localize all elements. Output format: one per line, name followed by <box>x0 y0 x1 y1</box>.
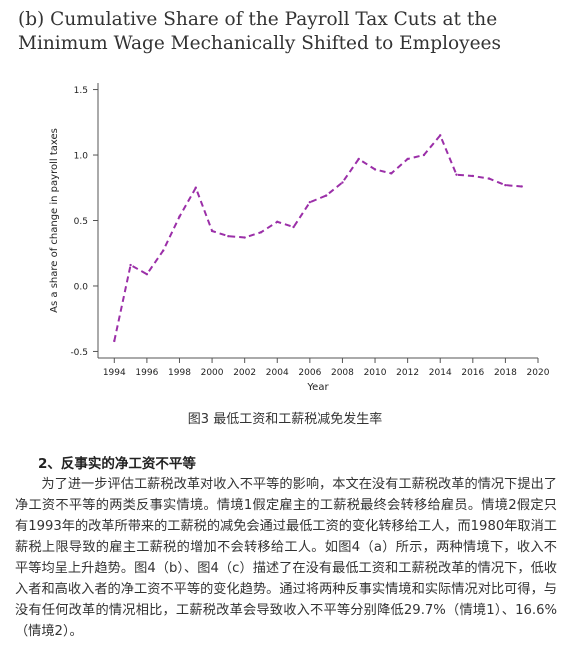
data-point <box>504 183 507 187</box>
y-tick-label: 1.0 <box>74 152 89 162</box>
data-point <box>243 236 246 239</box>
x-tick-label: 1998 <box>168 368 191 378</box>
data-point <box>113 339 116 343</box>
x-tick-label: 2002 <box>233 368 256 378</box>
data-point <box>487 177 491 180</box>
data-point <box>161 249 165 252</box>
x-tick-label: 2020 <box>527 368 550 378</box>
data-point <box>227 235 230 238</box>
x-tick-label: 2006 <box>298 368 321 378</box>
y-axis-title: As a share of change in payroll taxes <box>49 128 60 313</box>
chart-axes: -0.5 0.0 0.5 1.0 1.5 1994 1996 1998 2000 2002 2004… <box>49 83 550 393</box>
data-point <box>324 194 328 197</box>
x-tick-label: 2018 <box>494 368 517 378</box>
x-axis-title: Year <box>306 382 329 393</box>
x-tick-label: 2004 <box>266 368 289 378</box>
data-point <box>471 174 475 178</box>
x-tick-label: 2012 <box>396 368 419 378</box>
y-tick-label: 0.0 <box>74 282 89 292</box>
figure-caption: 图3 最低工资和工薪税减免发生率 <box>187 412 383 427</box>
data-point <box>210 229 214 233</box>
x-tick-label: 1996 <box>135 368 158 378</box>
x-tick-label: 2000 <box>201 368 224 378</box>
y-tick-label: 1.5 <box>74 86 88 96</box>
data-point <box>259 231 263 234</box>
data-point <box>178 215 181 218</box>
x-tick-label: 1994 <box>103 368 126 378</box>
data-point <box>292 225 295 229</box>
data-point <box>357 157 360 161</box>
data-point <box>308 200 312 204</box>
data-point <box>406 157 409 161</box>
data-point <box>455 173 458 176</box>
section-paragraph: 为了进一步评估工薪税改革对收入不平等的影响，本文在没有工薪税改革的情况下提出了净… <box>15 477 557 639</box>
data-point <box>439 134 442 137</box>
data-point <box>276 220 279 224</box>
section-heading: 2、反事实的净工资不平等 <box>38 456 196 472</box>
x-tick-label: 2008 <box>331 368 354 378</box>
y-tick-label: 0.5 <box>74 217 88 227</box>
plot-area <box>113 134 523 343</box>
data-point <box>145 272 149 276</box>
line-chart: -0.5 0.0 0.5 1.0 1.5 1994 1996 1998 2000 2002 2004… <box>49 83 550 393</box>
figure-title: (b) Cumulative Share of the Payroll Tax … <box>18 9 501 54</box>
data-point <box>520 185 523 188</box>
series-line <box>113 134 522 342</box>
y-tick-label: -0.5 <box>70 348 88 358</box>
data-point <box>129 263 132 267</box>
data-point <box>373 168 377 171</box>
data-point <box>422 153 426 157</box>
x-tick-label: 2014 <box>429 368 452 378</box>
data-point <box>341 181 344 184</box>
data-point <box>194 186 197 189</box>
x-tick-label: 2016 <box>461 368 484 378</box>
x-tick-label: 2010 <box>364 368 387 378</box>
data-point <box>390 172 393 175</box>
